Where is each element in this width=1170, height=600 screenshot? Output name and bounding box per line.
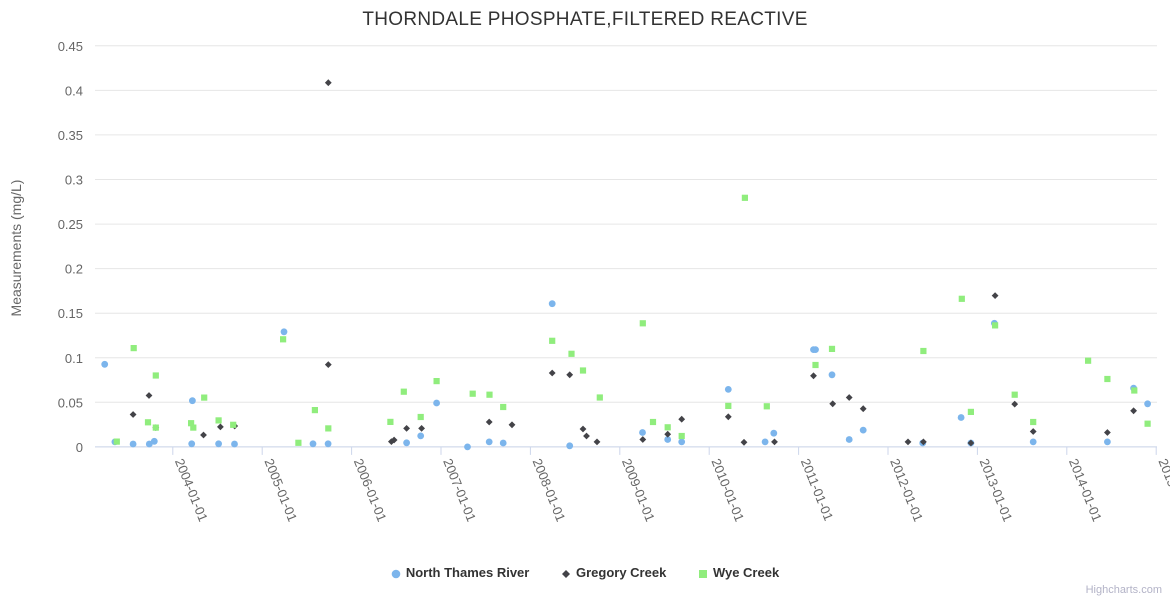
- svg-text:2011-01-01: 2011-01-01: [798, 456, 836, 522]
- svg-text:0.45: 0.45: [58, 39, 83, 54]
- svg-text:0.25: 0.25: [58, 217, 83, 232]
- svg-text:0: 0: [76, 440, 83, 455]
- svg-text:2010-01-01: 2010-01-01: [708, 456, 747, 523]
- svg-text:0.15: 0.15: [58, 306, 83, 321]
- svg-text:2015-01-01: 2015-01-01: [1155, 456, 1170, 523]
- svg-text:2006-01-01: 2006-01-01: [351, 456, 390, 523]
- svg-text:0.3: 0.3: [65, 173, 83, 188]
- svg-text:0.2: 0.2: [65, 262, 83, 277]
- svg-text:0.35: 0.35: [58, 128, 83, 143]
- svg-text:2013-01-01: 2013-01-01: [977, 456, 1016, 523]
- svg-text:2009-01-01: 2009-01-01: [619, 456, 658, 523]
- svg-text:0.1: 0.1: [65, 351, 83, 366]
- svg-text:2008-01-01: 2008-01-01: [530, 456, 569, 523]
- svg-text:0.05: 0.05: [58, 395, 83, 410]
- svg-text:0.4: 0.4: [65, 83, 83, 98]
- svg-text:2005-01-01: 2005-01-01: [261, 456, 300, 523]
- svg-text:2004-01-01: 2004-01-01: [172, 456, 211, 523]
- svg-text:2012-01-01: 2012-01-01: [887, 456, 926, 523]
- svg-text:2007-01-01: 2007-01-01: [440, 456, 479, 523]
- svg-text:2014-01-01: 2014-01-01: [1066, 456, 1105, 523]
